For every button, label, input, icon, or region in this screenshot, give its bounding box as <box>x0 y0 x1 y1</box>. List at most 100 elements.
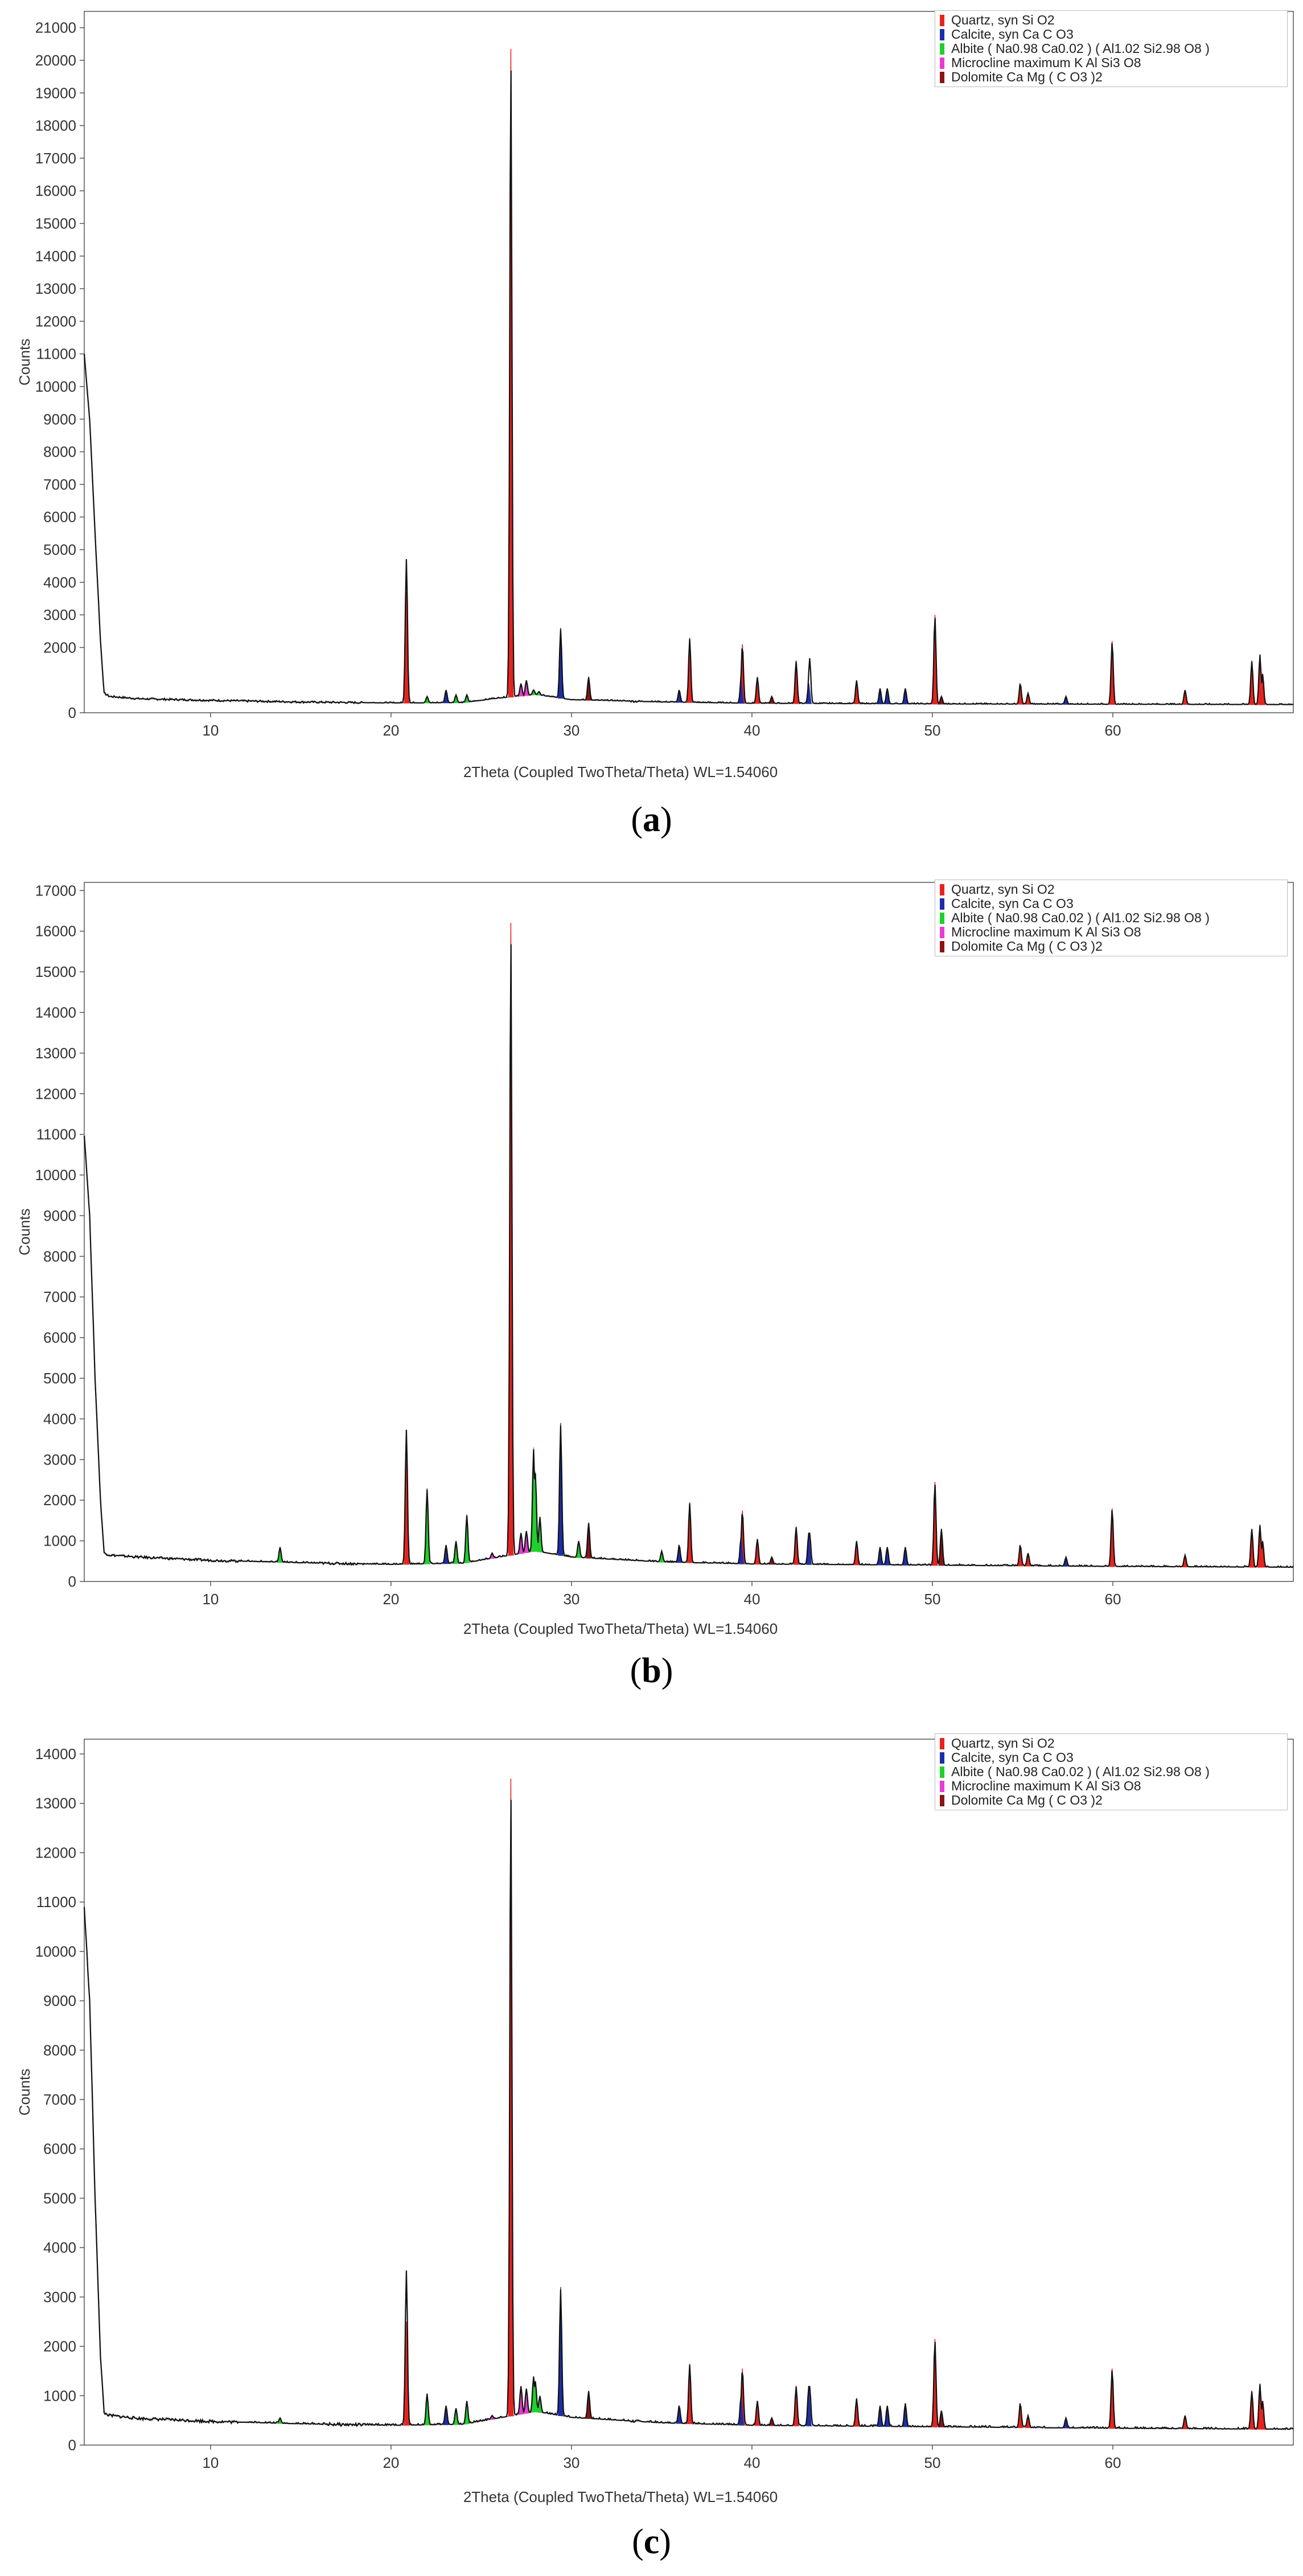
y-tick-label: 0 <box>68 2437 76 2454</box>
y-tick-label: 10000 <box>35 1166 76 1184</box>
y-tick-label: 8000 <box>43 1248 76 1265</box>
legend-label: Dolomite Ca Mg ( C O3 )2 <box>951 1793 1103 1807</box>
y-tick-label: 0 <box>68 1573 76 1590</box>
y-tick-label: 7000 <box>43 1288 76 1305</box>
y-tick-label: 3000 <box>43 2289 76 2306</box>
x-tick-label: 40 <box>743 1591 760 1608</box>
legend-label: Quartz, syn Si O2 <box>951 1736 1055 1751</box>
y-tick-label: 10000 <box>35 1943 76 1960</box>
y-tick-label: 3000 <box>43 1451 76 1468</box>
measured-pattern <box>83 70 1294 705</box>
y-tick-label: 5000 <box>43 2189 76 2207</box>
y-tick-label: 17000 <box>35 150 76 167</box>
legend-swatch <box>940 71 944 83</box>
diffractogram-panel-b: 0 1000 2000 3000 4000 5000 6000 7000 8000 9000 100… <box>0 865 1303 1714</box>
legend-swatch <box>940 940 944 952</box>
diffractogram-panel-a: 0 2000 3000 4000 5000 6000 7000 8000 9000 10000 11… <box>0 0 1303 848</box>
legend-label: Albite ( Na0.98 Ca0.02 ) ( Al1.02 Si2.98… <box>951 1764 1210 1779</box>
legend-swatch <box>940 1780 944 1792</box>
x-tick-label: 20 <box>383 722 399 739</box>
y-tick-label: 2000 <box>43 1492 76 1509</box>
y-tick-label: 16000 <box>35 182 76 199</box>
y-tick-label: 0 <box>68 704 76 721</box>
legend-label: Quartz, syn Si O2 <box>951 882 1055 897</box>
caption-c: (c) <box>632 2522 671 2561</box>
x-tick-label: 40 <box>743 722 760 739</box>
y-tick-label: 3000 <box>43 606 76 623</box>
legend-swatch <box>940 1794 944 1806</box>
y-tick-label: 20000 <box>35 52 76 69</box>
y-tick-label: 18000 <box>35 117 76 134</box>
legend-entry: Dolomite Ca Mg ( C O3 )2 <box>940 69 1283 84</box>
legend-entry: Calcite, syn Ca C O3 <box>940 896 1283 911</box>
y-tick-label: 14000 <box>35 1745 76 1762</box>
y-tick-label: 21000 <box>35 19 76 36</box>
legend-entry: Albite ( Na0.98 Ca0.02 ) ( Al1.02 Si2.98… <box>940 1764 1283 1779</box>
x-tick-label: 10 <box>202 722 219 739</box>
x-tick-label: 60 <box>1105 2454 1121 2471</box>
caption-letter-a: a <box>643 800 660 839</box>
y-tick-label: 10000 <box>35 378 76 395</box>
y-tick-label: 2000 <box>43 639 76 656</box>
legend-swatch <box>940 926 944 938</box>
legend-label: Calcite, syn Ca C O3 <box>951 27 1074 42</box>
x-tick-label: 60 <box>1105 1591 1121 1608</box>
y-tick-label: 7000 <box>43 476 76 493</box>
x-axis-title: 2Theta (Coupled TwoTheta/Theta) WL=1.540… <box>463 763 778 780</box>
legend-swatch <box>940 43 944 55</box>
caption-letter-b: b <box>642 1651 661 1690</box>
legend-swatch <box>940 1737 944 1749</box>
y-axis-title: Counts <box>16 1209 33 1255</box>
y-tick-label: 5000 <box>43 541 76 558</box>
background-curve <box>84 1134 1292 1568</box>
legend-label: Dolomite Ca Mg ( C O3 )2 <box>951 939 1103 954</box>
y-tick-label: 13000 <box>35 280 76 297</box>
legend-entry: Dolomite Ca Mg ( C O3 )2 <box>940 1793 1283 1807</box>
y-tick-label: 17000 <box>35 882 76 899</box>
measured-pattern <box>83 944 1294 1568</box>
y-tick-label: 11000 <box>36 346 76 363</box>
diffractogram-plot-a: 0 2000 3000 4000 5000 6000 7000 8000 9000 10000 11… <box>16 11 1294 780</box>
legend-a: Quartz, syn Si O2 Calcite, syn Ca C O3 Alb… <box>935 10 1288 87</box>
legend-entry: Microcline maximum K Al Si3 O8 <box>940 1778 1283 1793</box>
x-tick-label: 50 <box>924 1591 941 1608</box>
legend-swatch <box>940 14 944 26</box>
legend-entry: Albite ( Na0.98 Ca0.02 ) ( Al1.02 Si2.98… <box>940 41 1283 56</box>
legend-label: Calcite, syn Ca C O3 <box>951 1750 1074 1765</box>
diffractogram-panel-c: 0 1000 2000 3000 4000 5000 6000 7000 8000 9000 100… <box>0 1722 1303 2576</box>
legend-swatch <box>940 1766 944 1778</box>
legend-entry: Calcite, syn Ca C O3 <box>940 27 1283 42</box>
x-tick-label: 50 <box>924 722 941 739</box>
y-tick-label: 13000 <box>35 1795 76 1812</box>
legend-swatch <box>940 884 944 895</box>
legend-entry: Dolomite Ca Mg ( C O3 )2 <box>940 939 1283 954</box>
legend-label: Albite ( Na0.98 Ca0.02 ) ( Al1.02 Si2.98… <box>951 910 1210 925</box>
caption-a: (a) <box>631 800 672 839</box>
x-tick-label: 10 <box>202 2454 219 2471</box>
legend-label: Quartz, syn Si O2 <box>951 13 1055 27</box>
x-axis-title: 2Theta (Coupled TwoTheta/Theta) WL=1.540… <box>463 1620 778 1637</box>
y-tick-label: 2000 <box>43 2338 76 2355</box>
measured-pattern <box>83 1799 1294 2430</box>
legend-swatch <box>940 1752 944 1764</box>
y-tick-label: 6000 <box>43 508 76 525</box>
diffractogram-plot-b: 0 1000 2000 3000 4000 5000 6000 7000 8000 9000 100… <box>16 882 1294 1637</box>
y-tick-label: 11000 <box>36 1126 76 1143</box>
y-tick-label: 12000 <box>35 1844 76 1861</box>
legend-b: Quartz, syn Si O2 Calcite, syn Ca C O3 Alb… <box>935 880 1288 956</box>
y-axis-title: Counts <box>16 339 33 385</box>
legend-swatch <box>940 912 944 924</box>
legend-entry: Microcline maximum K Al Si3 O8 <box>940 55 1283 70</box>
x-tick-label: 30 <box>563 2454 579 2471</box>
y-tick-label: 7000 <box>43 2091 76 2108</box>
legend-label: Microcline maximum K Al Si3 O8 <box>951 55 1141 70</box>
legend-swatch <box>940 898 944 910</box>
y-tick-label: 9000 <box>43 1992 76 2010</box>
y-tick-label: 13000 <box>35 1045 76 1062</box>
y-axis-title: Counts <box>16 2069 33 2115</box>
y-tick-label: 11000 <box>36 1893 76 1911</box>
y-tick-label: 6000 <box>43 2140 76 2158</box>
x-tick-label: 30 <box>563 1591 579 1608</box>
plot-frame <box>84 11 1294 713</box>
caption-b: (b) <box>630 1651 673 1690</box>
